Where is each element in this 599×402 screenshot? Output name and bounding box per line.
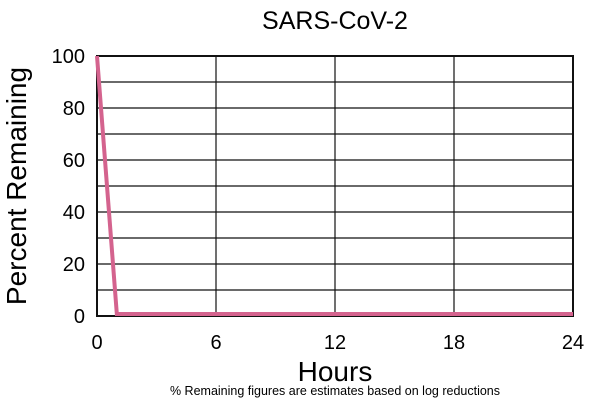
- x-tick-label: 18: [443, 332, 465, 354]
- y-tick-label: 20: [63, 254, 85, 276]
- x-tick-label: 6: [210, 332, 221, 354]
- x-tick-label: 12: [324, 332, 346, 354]
- y-tick-label: 100: [52, 46, 85, 68]
- grid: [97, 56, 573, 316]
- chart-title: SARS-CoV-2: [262, 7, 408, 35]
- y-axis-label: Percent Remaining: [1, 67, 32, 305]
- footnote: % Remaining figures are estimates based …: [170, 384, 500, 398]
- x-axis-label: Hours: [298, 356, 373, 387]
- y-tick-label: 40: [63, 202, 85, 224]
- x-tick-labels: 0 6 12 18 24: [91, 332, 584, 354]
- y-tick-label: 80: [63, 98, 85, 120]
- x-tick-label: 24: [562, 332, 584, 354]
- y-tick-label: 0: [74, 306, 85, 328]
- y-tick-label: 60: [63, 150, 85, 172]
- y-tick-labels: 0 20 40 60 80 100: [52, 46, 85, 328]
- series-group: [95, 55, 574, 316]
- x-tick-label: 0: [91, 332, 102, 354]
